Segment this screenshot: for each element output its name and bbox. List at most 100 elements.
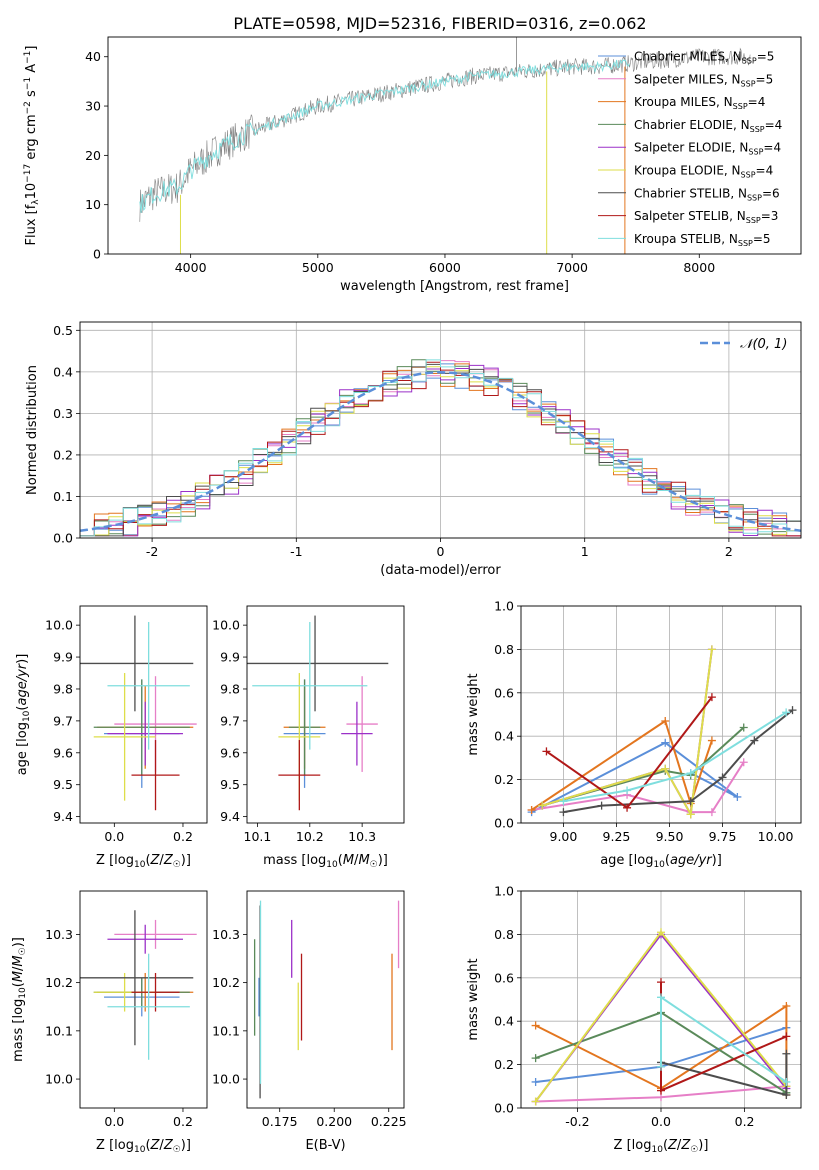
x-tick-label: 10.3 xyxy=(348,829,376,844)
x-tick-label: 6000 xyxy=(429,260,461,275)
y-axis-label: mass weight xyxy=(466,673,481,755)
legend-label-salpeter-elodie: Salpeter ELODIE, NSSP=4 xyxy=(634,141,781,157)
y-tick-label: 10.0 xyxy=(212,618,240,633)
x-axis-label: Z [log10(Z/Z☉)] xyxy=(96,1138,191,1155)
y-tick-label: 1.0 xyxy=(494,884,514,899)
x-tick-label: 0.2 xyxy=(735,1114,755,1129)
x-tick-label: 0.225 xyxy=(371,1114,407,1129)
marker-kroupa-miles xyxy=(782,1002,791,1011)
axes-frame xyxy=(79,890,208,1109)
marker-kroupa-stelib xyxy=(782,708,791,717)
axes-frame xyxy=(520,605,802,824)
y-tick-label: 20 xyxy=(85,148,101,163)
marker-kroupa-miles xyxy=(707,736,716,745)
marker-chabrier-stelib xyxy=(686,797,695,806)
y-tick-label: 9.4 xyxy=(220,809,240,824)
y-tick-label: 0.0 xyxy=(53,531,73,546)
y-tick-label: 10.3 xyxy=(212,927,240,942)
y-tick-label: 10.0 xyxy=(45,618,73,633)
marker-chabrier-stelib xyxy=(718,773,727,782)
y-tick-label: 9.7 xyxy=(220,713,240,728)
mass-vs-extinction-panel: 0.175 0.200 0.225 10.0 10.1 10.2 10.3 E(B-V) xyxy=(212,890,407,1153)
axes-frame xyxy=(246,605,405,824)
x-tick-label: 9.00 xyxy=(550,829,578,844)
x-tick-label: -0.2 xyxy=(565,1114,589,1129)
x-axis-label: mass [log10(M/M☉)] xyxy=(263,853,388,870)
x-tick-label: 9.75 xyxy=(709,829,737,844)
x-tick-label: 0.175 xyxy=(262,1114,298,1129)
y-tick-label: 9.9 xyxy=(53,650,73,665)
spectrum-panel: 4000 5000 6000 7000 8000 0 10 20 30 40 wavelength … xyxy=(23,36,802,294)
legend-label-salpeter-stelib: Salpeter STELIB, NSSP=3 xyxy=(634,209,778,225)
x-tick-label: 0.0 xyxy=(104,1114,124,1129)
axes-frame xyxy=(107,36,802,255)
y-tick-label: 10.0 xyxy=(212,1072,240,1087)
y-axis-label: Flux [fλ10−17 erg cm−2 s−1 A−1] xyxy=(23,46,41,246)
y-tick-label: 0.1 xyxy=(53,489,73,504)
y-tick-label: 0.5 xyxy=(53,323,73,338)
x-tick-label: 10.2 xyxy=(296,829,324,844)
normal-curve xyxy=(80,371,801,532)
marker-salpeter-stelib xyxy=(542,747,551,756)
marker-kroupa-stelib xyxy=(782,1077,791,1086)
mass-weight-vs-metallicity-panel: -0.2 0.0 0.2 0.0 0.2 0.4 0.6 0.8 1.0 Z [log10(Z/Z… xyxy=(466,884,802,1155)
marker-kroupa-miles xyxy=(527,805,536,814)
marker-chabrier-elodie xyxy=(739,723,748,732)
marker-salpeter-miles xyxy=(739,758,748,767)
x-tick-label: 10.1 xyxy=(244,829,272,844)
age-vs-metallicity-panel: 0.0 0.2 9.4 9.5 9.6 9.7 9.8 9.9 10.0 Z [log10(Z/Z… xyxy=(15,605,208,870)
y-tick-label: 0.4 xyxy=(53,364,73,379)
x-tick-label: 4000 xyxy=(175,260,207,275)
y-tick-label: 10.1 xyxy=(45,1023,73,1038)
marker-chabrier-stelib xyxy=(597,801,606,810)
marker-kroupa-elodie xyxy=(531,1097,540,1106)
y-tick-label: 10.2 xyxy=(45,975,73,990)
marker-kroupa-stelib xyxy=(623,786,632,795)
x-tick-label: 0.2 xyxy=(173,1114,193,1129)
y-tick-label: 0.8 xyxy=(494,642,514,657)
legend-label-salpeter-miles: Salpeter MILES, NSSP=5 xyxy=(634,72,773,88)
y-axis-label: age [log10(age/yr)] xyxy=(15,654,32,776)
marker-kroupa-miles xyxy=(531,1021,540,1030)
legend-label-normal: 𝒩(0, 1) xyxy=(740,337,787,352)
marker-salpeter-stelib xyxy=(657,978,665,987)
legend-label-chabrier-miles: Chabrier MILES, NSSP=5 xyxy=(634,50,774,66)
y-tick-label: 0.0 xyxy=(494,816,514,831)
marker-salpeter-stelib xyxy=(782,1032,791,1041)
y-tick-label: 0.6 xyxy=(494,970,514,985)
spectrum-lines xyxy=(139,37,751,254)
x-tick-label: 2 xyxy=(725,544,733,559)
y-tick-label: 0.3 xyxy=(53,406,73,421)
legend-label-kroupa-stelib: Kroupa STELIB, NSSP=5 xyxy=(634,232,771,248)
y-tick-label: 0.6 xyxy=(494,685,514,700)
legend-label-kroupa-elodie: Kroupa ELODIE, NSSP=4 xyxy=(634,164,773,180)
y-tick-label: 0.2 xyxy=(494,772,514,787)
axes-frame xyxy=(246,890,405,1109)
line-chabrier-elodie xyxy=(541,726,745,807)
x-tick-label: 1 xyxy=(581,544,589,559)
x-axis-label: E(B-V) xyxy=(305,1138,345,1153)
x-axis-label: (data-model)/error xyxy=(380,563,501,578)
x-tick-label: 9.25 xyxy=(603,829,631,844)
y-tick-label: 9.6 xyxy=(53,745,73,760)
x-tick-label: 8000 xyxy=(683,260,715,275)
x-tick-label: 0.200 xyxy=(316,1114,352,1129)
axes-frame xyxy=(79,321,802,539)
figure-title: PLATE=0598, MJD=52316, FIBERID=0316, z=0… xyxy=(233,14,646,33)
y-tick-label: 9.5 xyxy=(220,777,240,792)
marker-chabrier-stelib xyxy=(782,1049,791,1058)
x-tick-label: 0.2 xyxy=(173,829,193,844)
y-tick-label: 9.9 xyxy=(220,650,240,665)
y-tick-label: 9.8 xyxy=(53,681,73,696)
marker-chabrier-stelib xyxy=(782,1090,791,1099)
weight-lines xyxy=(531,928,791,1106)
x-tick-label: 10.00 xyxy=(758,829,794,844)
mass-weight-vs-age-panel: 9.00 9.25 9.50 9.75 10.00 0.0 0.2 0.4 0.6 0.8 1.0 a… xyxy=(466,599,802,870)
y-tick-label: 0.4 xyxy=(494,729,514,744)
errorbars xyxy=(80,615,197,811)
legend-label-chabrier-elodie: Chabrier ELODIE, NSSP=4 xyxy=(634,118,782,134)
line-kroupa-stelib xyxy=(563,711,787,803)
line-chabrier-stelib xyxy=(563,709,794,814)
x-tick-label: 0 xyxy=(437,544,445,559)
histogram-lines xyxy=(80,359,801,537)
